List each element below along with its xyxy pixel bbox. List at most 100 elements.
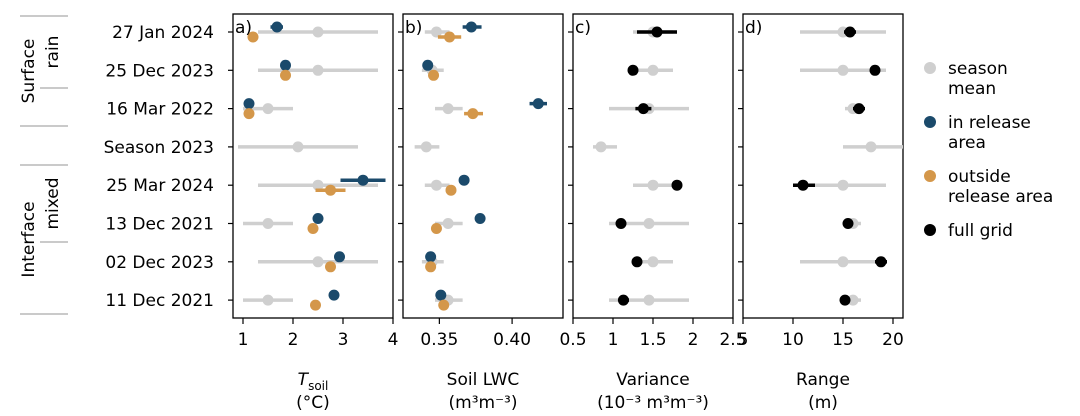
season-mean-point xyxy=(262,103,274,115)
outside-release-point xyxy=(247,31,259,43)
panel-label: a) xyxy=(235,18,252,38)
panel-frame xyxy=(402,13,564,319)
row-label: 16 Mar 2022 xyxy=(106,100,214,120)
row-label: 13 Dec 2021 xyxy=(105,215,214,235)
outside-release-point xyxy=(243,108,255,120)
panel-a: 1 2 3 4 a) Tsoil(°C) xyxy=(228,13,399,413)
row-label: 02 Dec 2023 xyxy=(105,253,214,273)
season-mean-point xyxy=(647,64,659,76)
season-mean-point xyxy=(647,256,659,268)
x-tick-label: 5 xyxy=(738,330,749,350)
full-grid-point xyxy=(839,294,851,306)
season-mean-point xyxy=(262,294,274,306)
panel-b: 0.35 0.40 b) Soil LWC (m³m⁻³) xyxy=(398,13,564,413)
x-tick-label: 1 xyxy=(608,330,619,350)
legend-marker xyxy=(924,116,936,128)
outside-release-point xyxy=(310,299,321,311)
in-release-point xyxy=(465,21,477,33)
x-tick-label: 2.5 xyxy=(719,330,746,350)
outside-release-point xyxy=(445,184,457,196)
season-mean-point xyxy=(312,256,324,268)
full-grid-point xyxy=(637,103,649,115)
outside-release-point xyxy=(307,223,319,234)
full-grid-point xyxy=(627,64,639,76)
x-tick-label: 1 xyxy=(238,330,249,350)
group-label-outer: Surface xyxy=(19,39,39,104)
legend-label: area xyxy=(948,133,986,153)
season-mean-point xyxy=(837,64,849,76)
group-label-inner: mixed xyxy=(43,177,63,229)
full-grid-point xyxy=(875,256,887,268)
outside-release-point xyxy=(425,261,437,273)
season-mean-point xyxy=(420,141,432,153)
legend-marker xyxy=(924,224,936,236)
season-mean-point xyxy=(442,103,454,115)
group-label-inner: rain xyxy=(43,36,63,69)
in-release-point xyxy=(334,251,345,263)
x-tick-label: 15 xyxy=(832,330,854,350)
outside-release-point xyxy=(280,69,291,81)
in-release-point xyxy=(312,213,324,224)
panel-frame xyxy=(742,13,904,319)
in-release-point xyxy=(328,289,340,301)
legend-marker xyxy=(924,170,936,182)
in-release-point xyxy=(532,98,544,110)
season-mean-point xyxy=(312,64,324,76)
x-axis-label: Soil LWC xyxy=(447,370,520,390)
row-label: Season 2023 xyxy=(104,138,214,158)
legend-label: release area xyxy=(948,187,1053,207)
in-release-point xyxy=(357,174,369,186)
in-release-point xyxy=(280,59,291,71)
season-mean-point xyxy=(312,179,324,191)
legend-label: mean xyxy=(948,79,996,99)
full-grid-point xyxy=(869,64,881,76)
season-mean-point xyxy=(847,294,859,306)
season-mean-point xyxy=(292,141,304,153)
x-tick-label: 3 xyxy=(338,330,349,350)
outside-release-point xyxy=(467,108,479,120)
in-release-point xyxy=(243,98,255,110)
row-label: 25 Mar 2024 xyxy=(106,176,214,196)
in-release-point xyxy=(422,59,434,71)
row-label: 27 Jan 2024 xyxy=(112,23,214,43)
outside-release-point xyxy=(438,299,450,311)
legend-label: outside xyxy=(948,167,1011,187)
season-mean-point xyxy=(312,26,324,38)
season-mean-point xyxy=(430,179,442,191)
panel-label: d) xyxy=(745,18,762,38)
row-label: 11 Dec 2021 xyxy=(105,291,214,311)
x-axis-label-subscript: soil xyxy=(308,379,328,393)
in-release-point xyxy=(474,213,486,224)
panel-label: b) xyxy=(405,18,422,38)
x-tick-label: 0.5 xyxy=(559,330,586,350)
legend-label: season xyxy=(948,59,1008,79)
full-grid-point xyxy=(671,179,683,191)
x-tick-label: 0.40 xyxy=(493,330,531,350)
full-grid-point xyxy=(842,218,854,229)
full-grid-point xyxy=(844,26,856,38)
in-release-point xyxy=(271,21,283,33)
x-axis-unit: (10⁻³ m³m⁻³) xyxy=(597,393,709,413)
x-axis-label: Variance xyxy=(616,370,689,390)
season-mean-point xyxy=(837,179,849,191)
row-label: 25 Dec 2023 xyxy=(105,61,214,81)
season-mean-point xyxy=(595,141,607,153)
x-tick-label: 1.5 xyxy=(639,330,666,350)
full-grid-point xyxy=(797,179,809,191)
x-axis-label: Range xyxy=(796,370,850,390)
full-grid-point xyxy=(617,294,629,306)
x-tick-label: 4 xyxy=(388,330,399,350)
x-axis-label: Tsoil xyxy=(298,370,329,393)
in-release-point xyxy=(435,289,447,301)
x-axis-label-main: T xyxy=(298,370,310,390)
panel-label: c) xyxy=(575,18,591,38)
in-release-point xyxy=(425,251,437,263)
outside-release-point xyxy=(325,184,336,196)
x-tick-label: 2 xyxy=(688,330,699,350)
season-mean-point xyxy=(643,294,655,306)
outside-release-point xyxy=(444,31,456,43)
outside-release-point xyxy=(428,69,440,81)
full-grid-point xyxy=(615,218,627,229)
x-axis-unit: (m) xyxy=(808,393,838,413)
